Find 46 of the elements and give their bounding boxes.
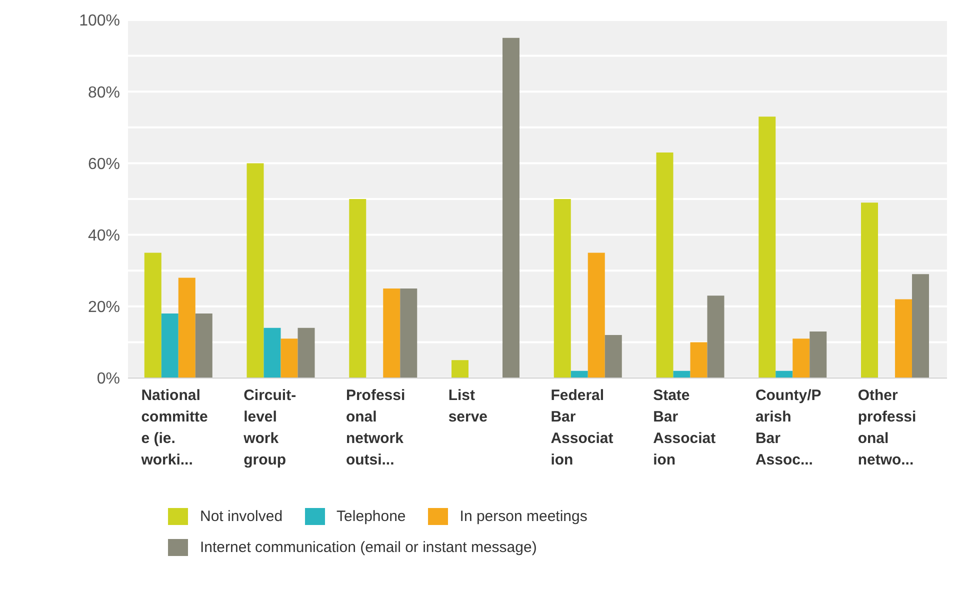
- bar: [895, 299, 912, 378]
- bar: [195, 314, 212, 378]
- bar: [383, 288, 400, 378]
- bar: [673, 370, 690, 378]
- bar: [861, 202, 878, 378]
- legend-label: In person meetings: [460, 508, 588, 525]
- bar: [588, 252, 605, 378]
- bar: [792, 338, 810, 378]
- x-tick-label: National committee (ie. worki...: [140, 387, 208, 468]
- bar: [144, 252, 162, 378]
- bar: [604, 335, 622, 378]
- bar: [554, 199, 571, 378]
- x-tick-label: Professional network outsi...: [346, 387, 406, 468]
- y-tick-label: 100%: [79, 12, 120, 30]
- bar: [280, 338, 298, 378]
- bar: [400, 288, 418, 378]
- legend-label: Internet communication (email or instant message): [200, 539, 537, 556]
- x-tick-label: County/Parish Bar Assoc...: [755, 387, 822, 468]
- x-tick-label: Federal Bar Association: [550, 387, 614, 468]
- bar: [161, 314, 178, 378]
- y-tick-label: 20%: [88, 299, 120, 316]
- bar: [776, 370, 793, 378]
- bar: [264, 328, 281, 378]
- bar: [707, 296, 724, 378]
- y-tick-label: 60%: [88, 156, 120, 173]
- bar: [349, 199, 366, 378]
- bar: [570, 370, 588, 378]
- bar: [452, 360, 469, 378]
- bar: [178, 278, 196, 378]
- y-tick-label: 80%: [88, 84, 120, 102]
- y-tick-label: 40%: [88, 227, 120, 244]
- bar: [758, 116, 776, 378]
- x-tick-label: Circuit-level work group: [242, 387, 296, 468]
- legend-label: Telephone: [336, 508, 406, 525]
- bar: [298, 328, 315, 378]
- bar: [502, 38, 520, 378]
- legend-label: Not involved: [200, 508, 283, 525]
- bar: [810, 331, 827, 378]
- x-tick-label: Other professional netwo...: [858, 387, 916, 468]
- bar: [912, 274, 930, 378]
- x-tick-label: List serve: [448, 387, 488, 426]
- bar: [656, 152, 674, 378]
- bar: [246, 163, 264, 378]
- x-tick-label: State Bar Association: [653, 387, 716, 468]
- y-tick-label: 0%: [96, 370, 120, 388]
- bar: [690, 342, 708, 378]
